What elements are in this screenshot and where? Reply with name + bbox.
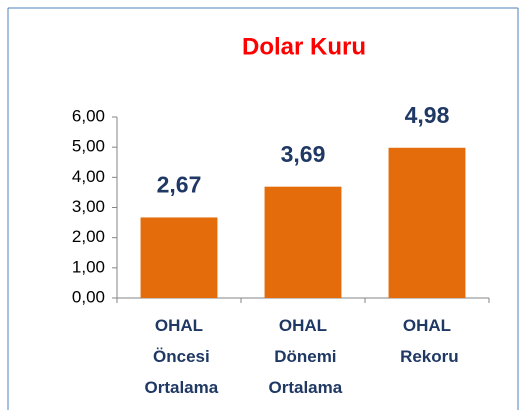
y-tick-label: 6,00 <box>72 106 105 125</box>
y-tick-label: 1,00 <box>72 257 105 276</box>
x-tick-label: OHAL Öncesi Ortalama <box>140 316 219 397</box>
x-tick-label: OHAL Rekoru <box>395 316 458 366</box>
y-tick-label: 2,00 <box>72 227 105 246</box>
bar <box>140 217 218 298</box>
y-tick-label: 3,00 <box>72 197 105 216</box>
y-tick-label: 4,00 <box>72 167 105 186</box>
chart-title: Dolar Kuru <box>242 33 366 60</box>
value-label: 4,98 <box>405 102 450 128</box>
y-tick-label: 5,00 <box>72 137 105 156</box>
value-label: 3,69 <box>281 141 326 167</box>
x-tick-label: OHAL Dönemi Ortalama <box>264 316 343 397</box>
y-tick-label: 0,00 <box>72 287 105 306</box>
bar <box>264 186 342 298</box>
bar <box>388 147 466 298</box>
value-label: 2,67 <box>157 172 202 198</box>
